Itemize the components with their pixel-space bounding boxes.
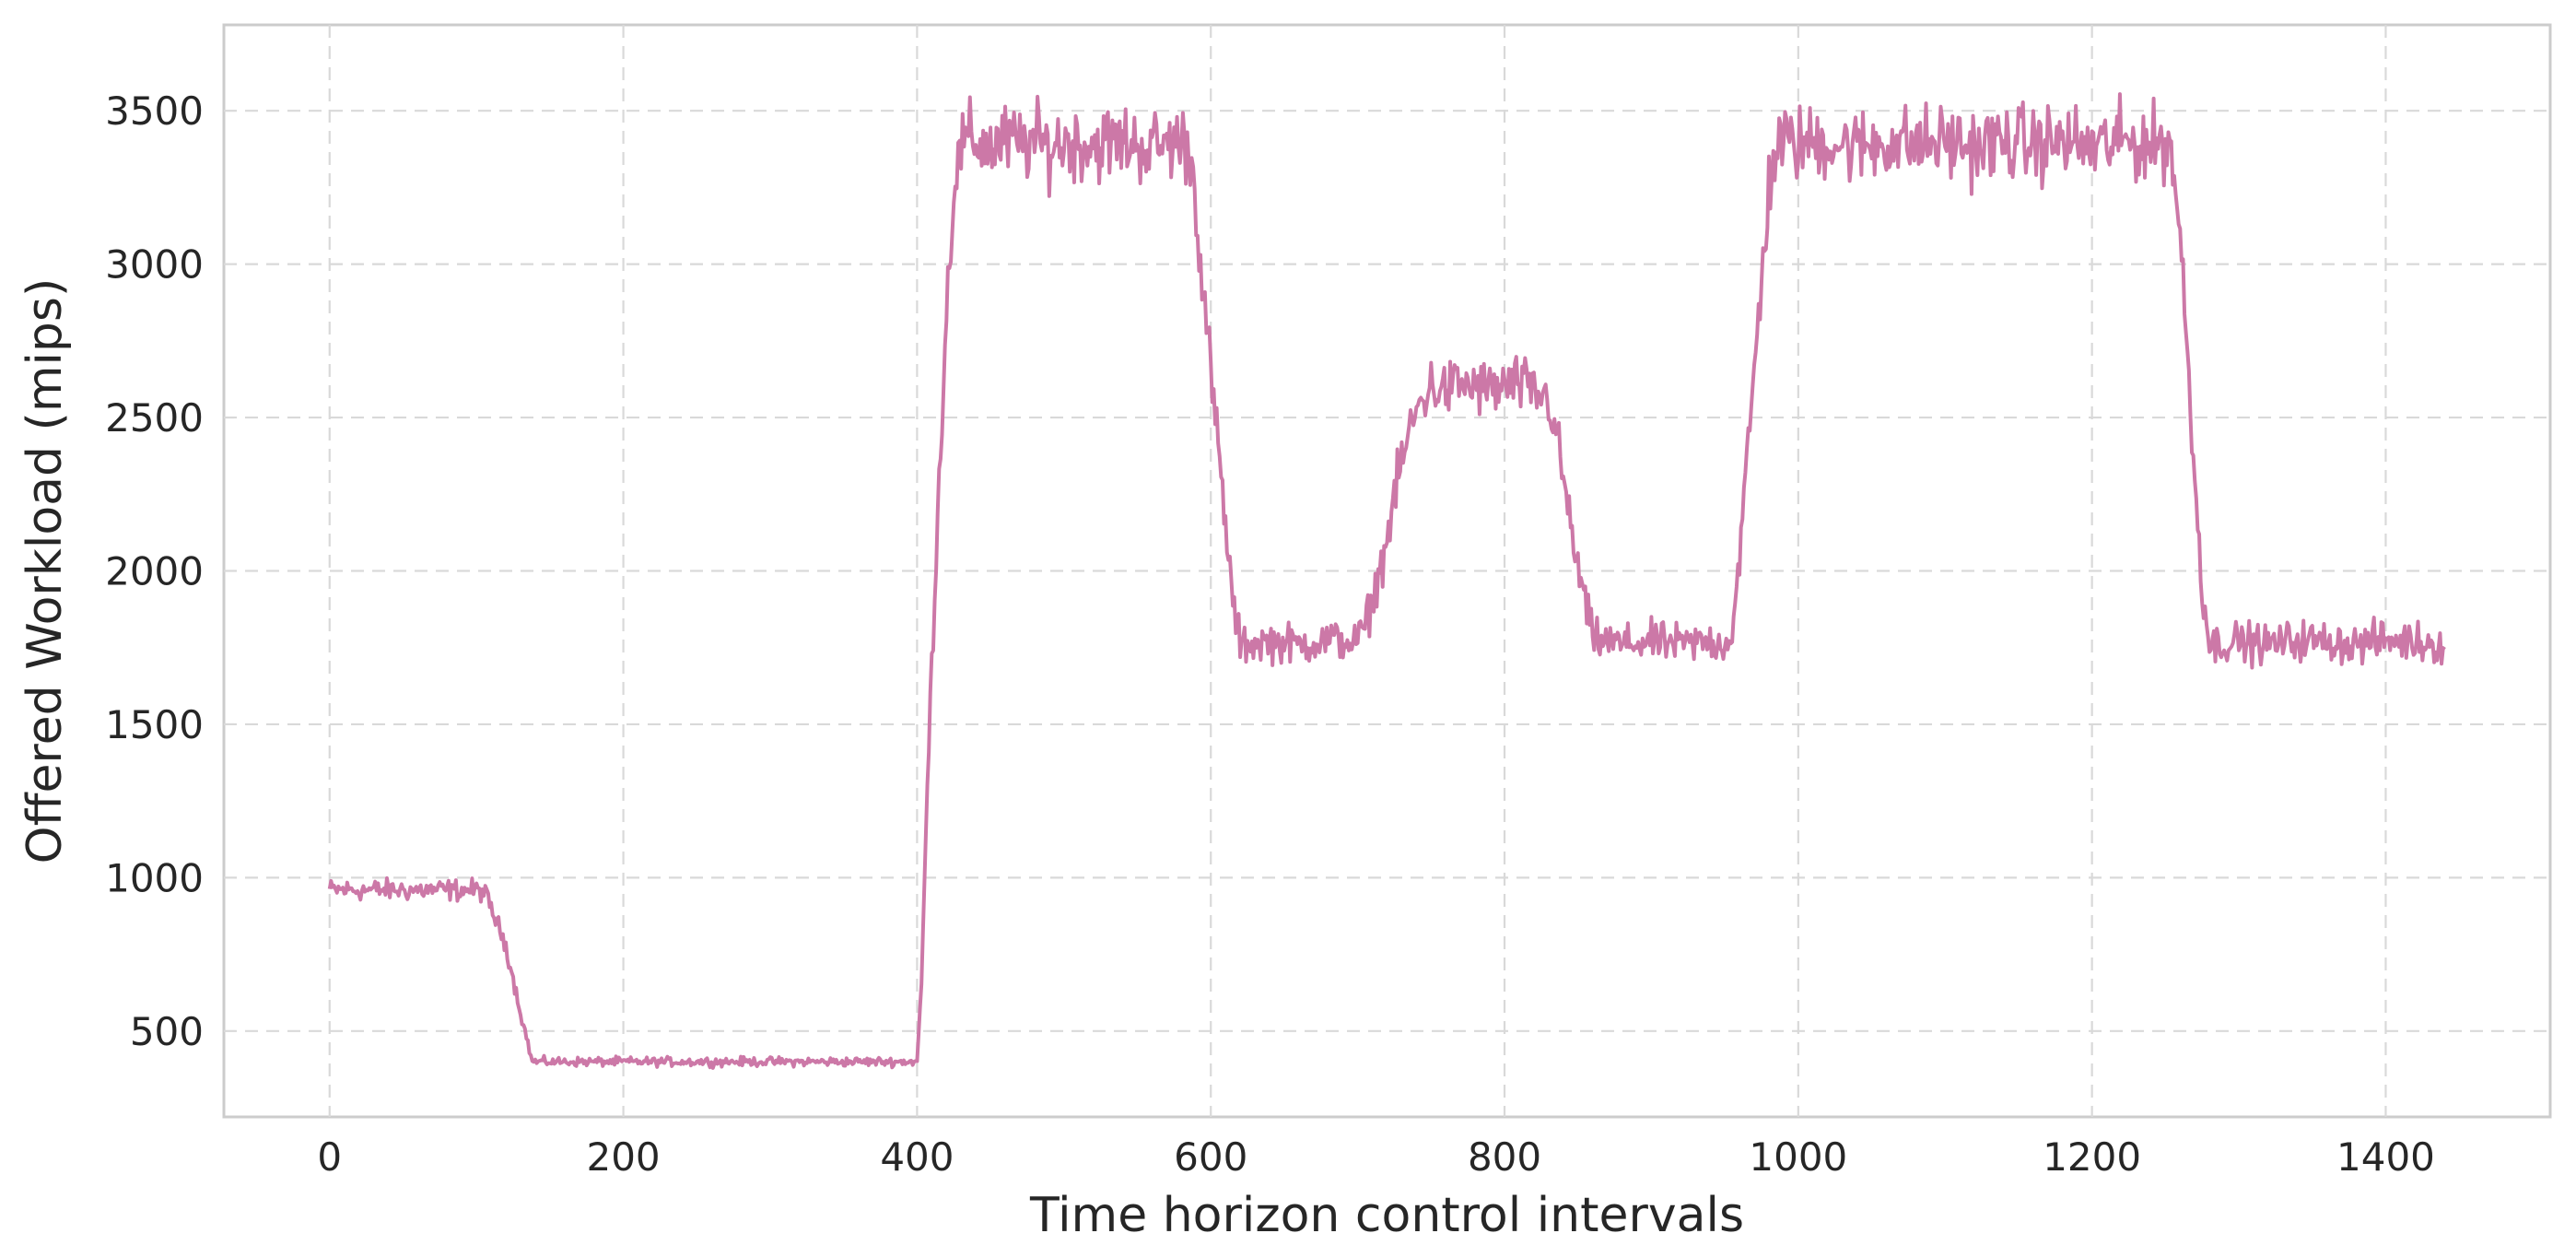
x-tick-label: 600: [1174, 1134, 1247, 1180]
x-axis-label: Time horizon control intervals: [1029, 1188, 1744, 1243]
y-tick-label: 1000: [105, 855, 204, 900]
ticks: 0 200 400 600 800 1000 1200 1400 500 1000 1500 2000…: [105, 88, 2435, 1180]
x-tick-label: 200: [586, 1134, 660, 1180]
x-tick-label: 1200: [2043, 1134, 2141, 1180]
x-tick-label: 1400: [2336, 1134, 2435, 1180]
series-line-0: [327, 92, 2446, 1070]
y-tick-label: 500: [130, 1009, 204, 1054]
y-tick-label: 2500: [105, 395, 204, 441]
y-tick-label: 1500: [105, 702, 204, 747]
x-tick-label: 400: [880, 1134, 954, 1180]
series-layer: [327, 92, 2446, 1070]
x-tick-label: 0: [317, 1134, 342, 1180]
y-axis-label: Offered Workload (mips): [18, 278, 73, 864]
y-tick-label: 3000: [105, 242, 204, 288]
y-tick-label: 2000: [105, 549, 204, 594]
x-tick-label: 800: [1468, 1134, 1541, 1180]
x-tick-label: 1000: [1749, 1134, 1847, 1180]
grid: [224, 25, 2550, 1117]
y-tick-label: 3500: [105, 88, 204, 134]
